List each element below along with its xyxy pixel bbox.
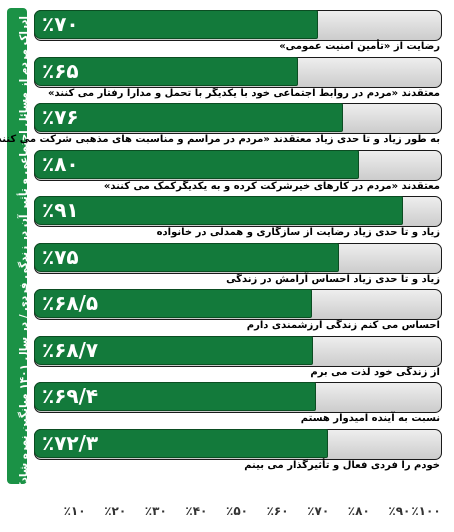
bar-row: ٪۷۰ رضایت از «تأمین امنیت عمومی» [34,7,446,53]
bar-category-label: معتقدند «مردم در روابط اجتماعی خود با یک… [48,87,440,99]
chart-title: ادراک مردم از مسائل اجتماعی و تأثیر آن د… [18,16,30,532]
bar-fill [34,242,339,272]
bar-value-label: ٪۷۵ [42,244,79,269]
bar-value-label: ٪۷۶ [42,105,79,129]
x-axis: ٪۱۰ ٪۲۰ ٪۳۰ ٪۴۰ ٪۵۰ ٪۶۰ ٪۷۰ ٪۸۰ ٪۹۰ ٪۱۰۰ [34,500,446,522]
bar-fill [34,196,403,225]
x-tick-label: ٪۶۰ [266,504,289,518]
bar-fill [34,428,328,458]
bar-category-label: احساس می کنم زندگی ارزشمندی دارم [246,320,440,331]
bar-row: ٪۷۵ زیاد و تا حدی زیاد احساس آرامش در زند… [34,240,446,286]
bar-category-label: نسبت به آینده امیدوار هستم [300,413,440,424]
bar-value-label: ٪۹۱ [42,198,79,222]
bar-value-label: ٪۶۸/۷ [42,337,99,362]
x-tick-label: ٪۵۰ [226,504,248,518]
bar-fill [34,335,313,365]
bar-row: ٪۸۰ معتقدند «مردم در کارهای خیرشرکت کرده … [34,147,446,193]
bar-category-label: زیاد و تا حدی زیاد احساس آرامش در زندگی [226,273,440,285]
bar-row: ٪۷۶ به طور زیاد و تا حدی زیاد معتقدند «مر… [0,100,446,146]
bar-category-label: به طور زیاد و تا حدی زیاد معتقدند «مردم … [0,134,440,145]
bar-value-label: ٪۸۰ [42,151,79,176]
bar-category-label: زیاد و تا حدی زیاد رضایت از سازگاری و هم… [156,227,440,238]
bar-category-label: از زندگی خود لذت می برم [310,366,440,378]
x-tick-label: ٪۷۰ [307,504,330,518]
x-tick-label: ٪۴۰ [185,504,208,518]
x-tick-label: ٪۳۰ [144,504,167,518]
x-tick-label: ٪۱۰۰ [411,504,441,518]
bar-row: ٪۶۸/۷ از زندگی خود لذت می برم [34,333,446,379]
bar-value-label: ٪۷۰ [42,12,79,36]
bar-row: ٪۶۸/۵ احساس می کنم زندگی ارزشمندی دارم [34,286,446,332]
x-tick-label: ٪۹۰ [388,504,411,518]
bar-fill [34,289,312,318]
side-title-bar: ادراک مردم از مسائل اجتماعی و تأثیر آن د… [7,8,30,532]
bar-fill [34,56,298,86]
bar-fill [34,382,316,411]
bar-category-label: رضایت از «تأمین امنیت عمومی» [279,41,440,52]
bar-category-label: معتقدند «مردم در کارهای خیرشرکت کرده و ب… [103,180,440,192]
bar-row: ٪۶۹/۴ نسبت به آینده امیدوار هستم [34,379,446,425]
bar-fill [34,10,318,39]
bar-value-label: ٪۶۹/۴ [42,384,99,408]
bar-fill [34,103,343,132]
bar-value-label: ٪۷۲/۳ [42,430,99,455]
bar-value-label: ٪۶۵ [42,58,79,83]
x-tick-label: ٪۱۰ [63,504,86,518]
x-tick-label: ٪۸۰ [347,504,370,518]
bar-row: ٪۷۲/۳ خودم را فردی فعال و تأثیرگذار می بی… [34,426,446,472]
bar-value-label: ٪۶۸/۵ [42,291,99,315]
bar-fill [34,149,359,179]
bar-row: ٪۶۵ معتقدند «مردم در روابط اجتماعی خود با… [34,54,446,100]
bar-category-label: خودم را فردی فعال و تأثیرگذار می بینم [244,459,440,471]
x-tick-label: ٪۲۰ [104,504,127,518]
bar-row: ٪۹۱ زیاد و تا حدی زیاد رضایت از سازگاری و… [34,193,446,239]
